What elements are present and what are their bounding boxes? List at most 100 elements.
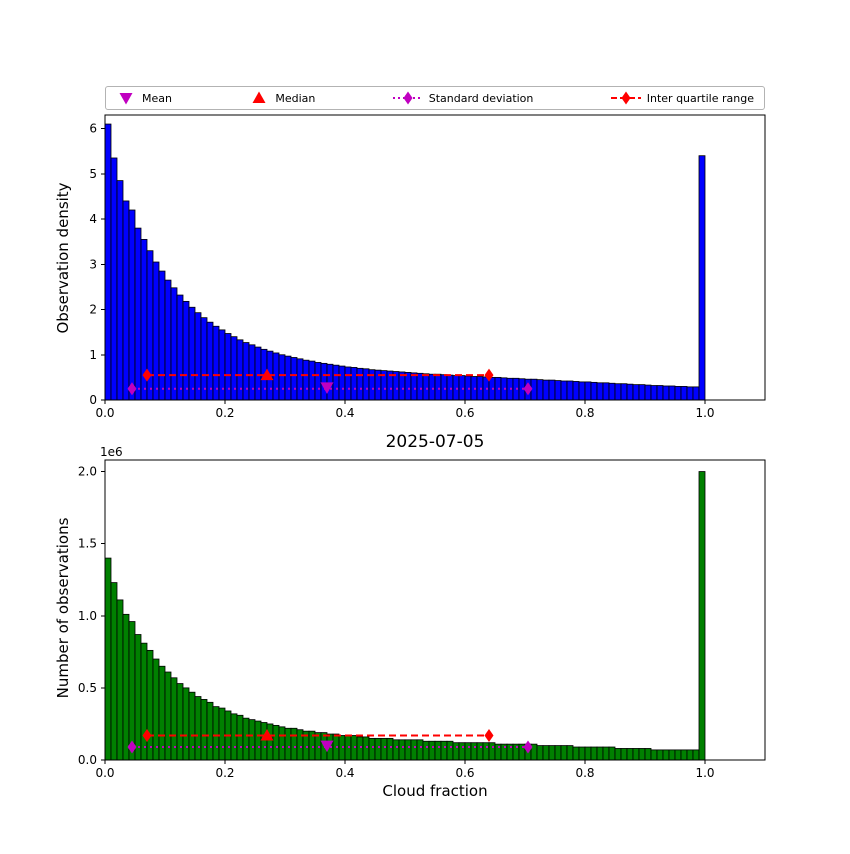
- histogram-bar: [206, 701, 214, 761]
- histogram-bar: [176, 683, 184, 761]
- histogram-bar: [194, 312, 202, 401]
- y-axis-offset-label: 1e6: [100, 445, 123, 459]
- histogram-bar: [416, 372, 424, 401]
- y-tick-label: 2: [89, 303, 97, 317]
- histogram-bar: [566, 380, 574, 401]
- x-tick-label: 1.0: [695, 766, 714, 780]
- x-tick-label: 0.2: [215, 766, 234, 780]
- x-axis-label: Cloud fraction: [382, 782, 487, 800]
- legend-label: Mean: [142, 91, 172, 105]
- legend-marker: [403, 91, 413, 105]
- legend-label: Inter quartile range: [646, 91, 754, 105]
- std-dev-marker-left: [127, 382, 137, 396]
- histogram-bar: [680, 749, 688, 761]
- histogram-bar: [104, 557, 112, 761]
- y-tick-label: 1.0: [78, 609, 97, 623]
- iqr-marker-left: [142, 368, 152, 382]
- x-tick-label: 0.8: [575, 766, 594, 780]
- legend-box: Mean Median Standard deviation Inter quarti…: [105, 86, 765, 110]
- histogram-bar: [686, 386, 694, 401]
- histogram-bar: [326, 363, 334, 401]
- histogram-bar: [188, 306, 196, 401]
- histogram-bar: [554, 745, 562, 761]
- histogram-bar: [344, 366, 352, 401]
- histogram-bar: [398, 371, 406, 401]
- x-tick-label: 0.0: [95, 766, 114, 780]
- histogram-bar: [578, 381, 586, 401]
- histogram-bar: [650, 385, 658, 401]
- histogram-bar: [614, 383, 622, 401]
- histogram-bar: [650, 749, 658, 761]
- histogram-bar: [410, 372, 418, 401]
- panel-top: 0.0 0.2 0.4 0.6 0.8 1.0 0 1 2 3 4 5 6: [89, 114, 766, 420]
- histogram-bar: [410, 739, 418, 761]
- histogram-bar: [578, 746, 586, 761]
- histogram-bar: [638, 384, 646, 401]
- histogram-bar: [452, 742, 460, 761]
- histogram-bar: [272, 724, 280, 761]
- histogram-bar: [356, 736, 364, 761]
- histogram-bar: [362, 368, 370, 401]
- histogram-bar: [134, 227, 142, 401]
- legend-item-median: Median: [249, 91, 315, 105]
- histogram-bar: [446, 740, 454, 761]
- histogram-bar: [308, 360, 316, 401]
- histogram-bar: [212, 706, 220, 761]
- histogram-bar: [686, 749, 694, 761]
- x-tick-label: 0.8: [575, 406, 594, 420]
- histogram-bar: [260, 722, 268, 761]
- histogram-bar: [200, 699, 208, 761]
- y-tick-label: 1.5: [78, 537, 97, 551]
- median-marker: [260, 368, 274, 381]
- histogram-bar: [296, 729, 304, 761]
- histogram-bar: [176, 294, 184, 401]
- histogram-bar: [644, 748, 652, 761]
- histogram-bar: [662, 385, 670, 401]
- histogram-bar: [128, 621, 136, 761]
- histogram-bar: [584, 381, 592, 401]
- y-tick-label: 6: [89, 122, 97, 136]
- histogram-bar: [272, 352, 280, 401]
- histogram-bar: [428, 740, 436, 761]
- histogram-bar: [656, 749, 664, 761]
- histogram-bar: [134, 634, 142, 761]
- histogram-bar: [182, 300, 190, 401]
- histogram-bar: [284, 727, 292, 761]
- histogram-bar: [386, 737, 394, 761]
- x-tick-label: 1.0: [695, 406, 714, 420]
- histogram-bar: [236, 339, 244, 401]
- histogram-bar: [626, 383, 634, 401]
- mean-marker: [320, 740, 334, 753]
- histogram-bar: [158, 270, 166, 401]
- histogram-bar: [110, 582, 118, 761]
- y-tick-label: 2.0: [78, 465, 97, 479]
- histogram-bar: [488, 742, 496, 761]
- histogram-bar: [602, 382, 610, 401]
- histogram-bar: [680, 386, 688, 401]
- histogram-bar: [482, 742, 490, 761]
- histogram-bar: [560, 745, 568, 761]
- histogram-bar: [692, 386, 700, 401]
- x-tick-label: 0.6: [455, 766, 474, 780]
- histogram-bar: [392, 739, 400, 761]
- histogram-bar: [158, 665, 166, 761]
- histogram-bar: [284, 355, 292, 401]
- histogram-bar: [236, 714, 244, 761]
- y-tick-label: 0: [89, 393, 97, 407]
- histogram-bar: [644, 384, 652, 401]
- histogram-bar: [194, 696, 202, 761]
- histogram-bar: [422, 740, 430, 761]
- histogram-bar: [224, 333, 232, 401]
- legend-label: Standard deviation: [428, 91, 534, 105]
- histogram-bar: [218, 707, 226, 761]
- legend-marker: [252, 91, 266, 103]
- histogram-bar: [350, 367, 358, 401]
- iqr-marker-left: [142, 728, 152, 742]
- histogram-bar: [152, 658, 160, 761]
- histogram-bar: [332, 364, 340, 401]
- histogram-bar: [674, 749, 682, 761]
- y-tick-label: 4: [89, 212, 97, 226]
- triangle-up-icon: [252, 91, 266, 103]
